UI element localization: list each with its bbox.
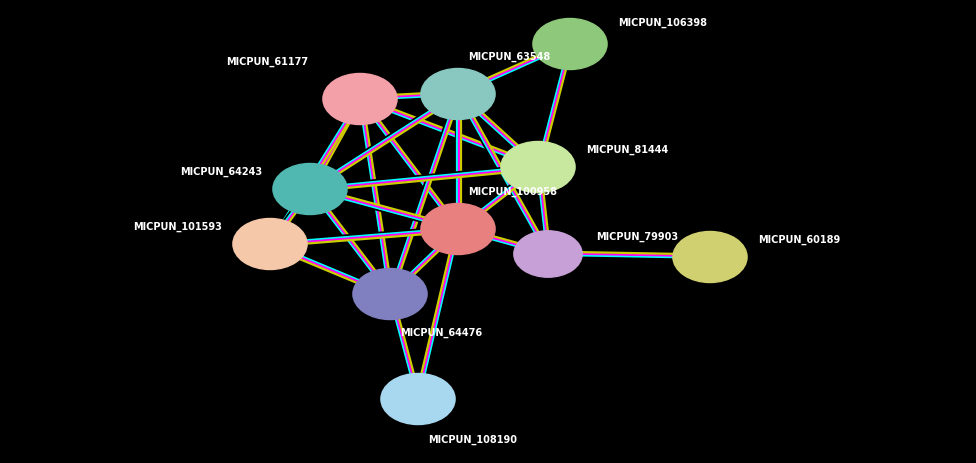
Ellipse shape (421, 69, 495, 120)
Ellipse shape (353, 269, 427, 320)
Ellipse shape (533, 19, 607, 70)
Ellipse shape (421, 204, 495, 255)
Text: MICPUN_79903: MICPUN_79903 (596, 232, 678, 242)
Text: MICPUN_108190: MICPUN_108190 (428, 434, 517, 444)
Ellipse shape (233, 219, 307, 270)
Ellipse shape (501, 142, 575, 193)
Text: MICPUN_64243: MICPUN_64243 (180, 167, 262, 177)
Text: MICPUN_81444: MICPUN_81444 (586, 144, 669, 155)
Ellipse shape (323, 75, 397, 125)
Text: MICPUN_63548: MICPUN_63548 (468, 52, 550, 62)
Text: MICPUN_100958: MICPUN_100958 (468, 187, 557, 197)
Text: MICPUN_60189: MICPUN_60189 (758, 234, 840, 244)
Text: MICPUN_101593: MICPUN_101593 (133, 221, 222, 232)
Ellipse shape (273, 164, 347, 215)
Text: MICPUN_64476: MICPUN_64476 (400, 327, 482, 338)
Ellipse shape (672, 232, 747, 283)
Text: MICPUN_61177: MICPUN_61177 (225, 57, 308, 67)
Ellipse shape (513, 232, 582, 278)
Text: MICPUN_106398: MICPUN_106398 (618, 18, 707, 28)
Ellipse shape (381, 374, 455, 425)
